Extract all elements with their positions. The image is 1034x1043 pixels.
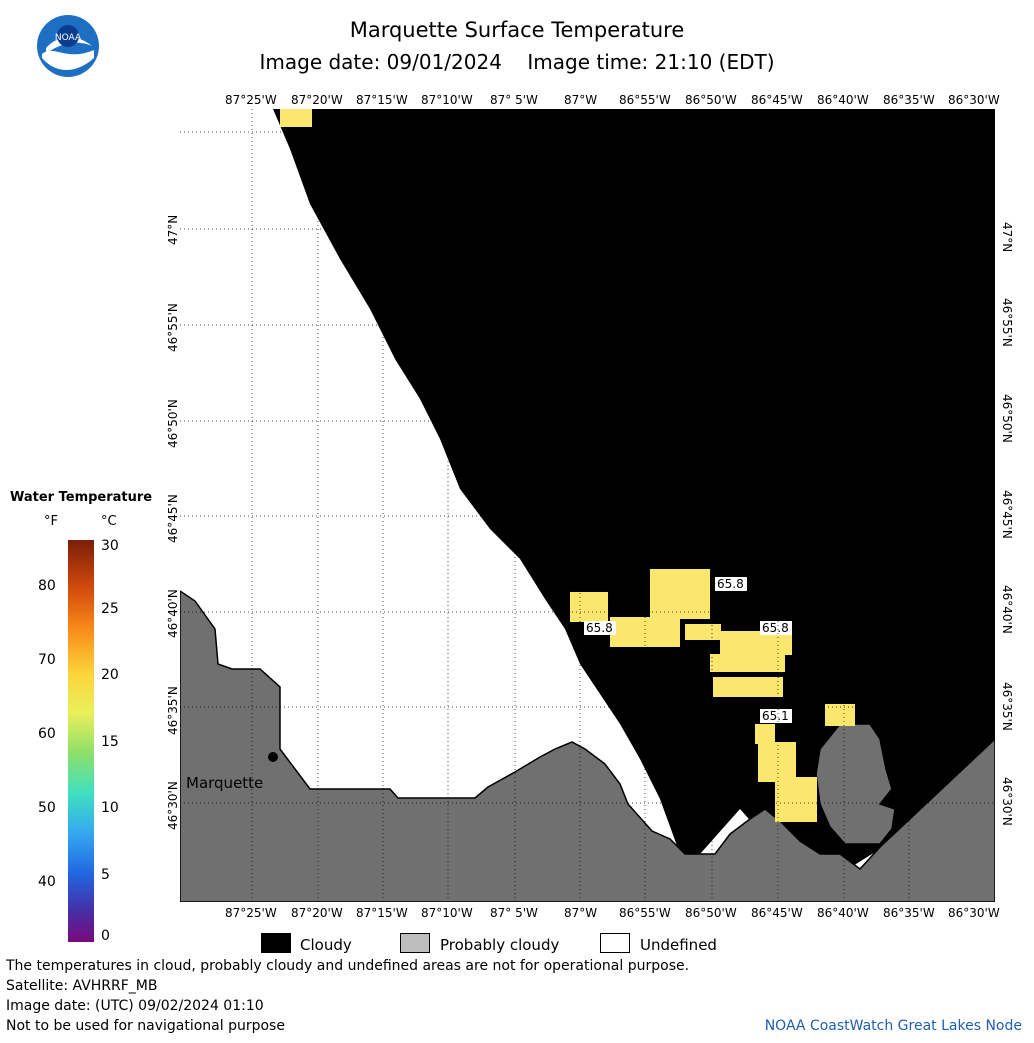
page-title: Marquette Surface Temperature bbox=[349, 18, 685, 42]
note-operational: The temperatures in cloud, probably clou… bbox=[6, 958, 690, 974]
legend-c-label: 15 bbox=[101, 734, 119, 750]
water-patch bbox=[755, 724, 775, 744]
undefined-swatch bbox=[600, 933, 630, 953]
legend-f-label: 40 bbox=[38, 874, 56, 890]
legend-unit-c: °C bbox=[101, 514, 117, 529]
probably-cloudy-swatch bbox=[400, 933, 430, 953]
temp-labels: 65.8 65.8 65.8 65.1 bbox=[584, 577, 792, 723]
legend-c-label: 10 bbox=[101, 800, 119, 816]
lat-tick: 46°30'N bbox=[166, 781, 180, 830]
logo-text: NOAA bbox=[55, 33, 82, 43]
lon-tick: 87°25'W bbox=[225, 93, 277, 107]
legend-c-label: 25 bbox=[101, 601, 119, 617]
lat-tick: 46°55'N bbox=[1000, 298, 1014, 347]
lon-tick: 87° 5'W bbox=[490, 93, 538, 107]
graticule bbox=[180, 109, 995, 902]
legend-f-label: 50 bbox=[38, 800, 56, 816]
lon-tick: 86°35'W bbox=[883, 906, 935, 920]
water-patch bbox=[825, 704, 855, 726]
lon-tick: 87°W bbox=[564, 906, 598, 920]
legend-c-label: 20 bbox=[101, 667, 119, 683]
cloud-area bbox=[273, 109, 995, 874]
lon-tick: 86°45'W bbox=[751, 906, 803, 920]
water-patch bbox=[650, 569, 710, 619]
lat-tick: 46°55'N bbox=[166, 303, 180, 352]
lat-tick: 46°35'N bbox=[166, 686, 180, 735]
lat-tick: 46°45'N bbox=[1000, 490, 1014, 539]
note-navigation: Not to be used for navigational purpose bbox=[6, 1018, 285, 1034]
lon-tick: 87°25'W bbox=[225, 906, 277, 920]
lon-tick: 87°20'W bbox=[291, 93, 343, 107]
cloudy-label: Cloudy bbox=[300, 936, 352, 954]
island bbox=[815, 723, 896, 845]
noaa-logo-icon: NOAA bbox=[37, 15, 99, 77]
lon-tick: 87°15'W bbox=[356, 906, 408, 920]
cloudy-swatch bbox=[261, 933, 291, 953]
lat-tick: 46°40'N bbox=[1000, 585, 1014, 634]
undefined-label: Undefined bbox=[640, 936, 717, 954]
legend-title: Water Temperature bbox=[10, 490, 153, 505]
water-patch bbox=[713, 677, 783, 697]
legend-unit-f: °F bbox=[44, 514, 58, 529]
credit-link[interactable]: NOAA CoastWatch Great Lakes Node bbox=[764, 1018, 1022, 1034]
lat-tick: 46°40'N bbox=[166, 589, 180, 638]
lon-tick: 86°40'W bbox=[817, 93, 869, 107]
lon-tick: 87°W bbox=[564, 93, 598, 107]
temp-label: 65.1 bbox=[762, 709, 789, 723]
lon-tick: 87°10'W bbox=[421, 93, 473, 107]
lat-tick: 46°35'N bbox=[1000, 682, 1014, 731]
lat-tick: 46°45'N bbox=[166, 494, 180, 543]
color-bar bbox=[68, 540, 94, 942]
legend-f-label: 80 bbox=[38, 578, 56, 594]
lon-tick: 86°55'W bbox=[619, 906, 671, 920]
note-utc-date: Image date: (UTC) 09/02/2024 01:10 bbox=[6, 998, 264, 1014]
lon-tick: 87° 5'W bbox=[490, 906, 538, 920]
water-patch bbox=[570, 592, 608, 622]
lon-tick: 86°50'W bbox=[685, 906, 737, 920]
lon-tick: 87°20'W bbox=[291, 906, 343, 920]
lon-tick: 86°55'W bbox=[619, 93, 671, 107]
probably-cloudy-label: Probably cloudy bbox=[440, 936, 560, 954]
image-date-line: Image date: 09/01/2024 Image time: 21:10… bbox=[259, 50, 775, 74]
water-patch bbox=[685, 624, 721, 640]
legend-f-label: 60 bbox=[38, 726, 56, 742]
water-patch bbox=[710, 654, 785, 672]
legend-c-label: 0 bbox=[101, 928, 110, 944]
lon-tick: 86°30'W bbox=[948, 906, 1000, 920]
city-marker bbox=[268, 752, 278, 762]
lon-tick: 86°35'W bbox=[883, 93, 935, 107]
lat-tick: 46°30'N bbox=[1000, 777, 1014, 826]
lon-tick: 86°50'W bbox=[685, 93, 737, 107]
lat-tick: 46°50'N bbox=[166, 399, 180, 448]
legend-c-label: 5 bbox=[101, 867, 110, 883]
note-satellite: Satellite: AVHRRF_MB bbox=[6, 978, 158, 994]
water-patch bbox=[775, 777, 817, 822]
temp-label: 65.8 bbox=[586, 621, 613, 635]
lat-tick: 46°50'N bbox=[1000, 394, 1014, 443]
temp-label: 65.8 bbox=[762, 621, 789, 635]
lon-tick: 86°30'W bbox=[948, 93, 1000, 107]
lon-tick: 87°15'W bbox=[356, 93, 408, 107]
lat-tick: 47°N bbox=[1000, 222, 1014, 253]
lon-tick: 86°45'W bbox=[751, 93, 803, 107]
temperature-map: 65.8 65.8 65.8 65.1 Marquette bbox=[180, 109, 995, 902]
land-area bbox=[180, 590, 995, 902]
city-label: Marquette bbox=[186, 774, 263, 792]
lon-tick: 87°10'W bbox=[421, 906, 473, 920]
lon-tick: 86°40'W bbox=[817, 906, 869, 920]
water-patch bbox=[758, 742, 796, 782]
warm-water-patches bbox=[280, 109, 855, 822]
water-patch bbox=[280, 109, 312, 127]
legend-f-label: 70 bbox=[38, 652, 56, 668]
legend-c-label: 30 bbox=[101, 538, 119, 554]
lat-tick: 47°N bbox=[166, 214, 180, 245]
temp-label: 65.8 bbox=[717, 577, 744, 591]
